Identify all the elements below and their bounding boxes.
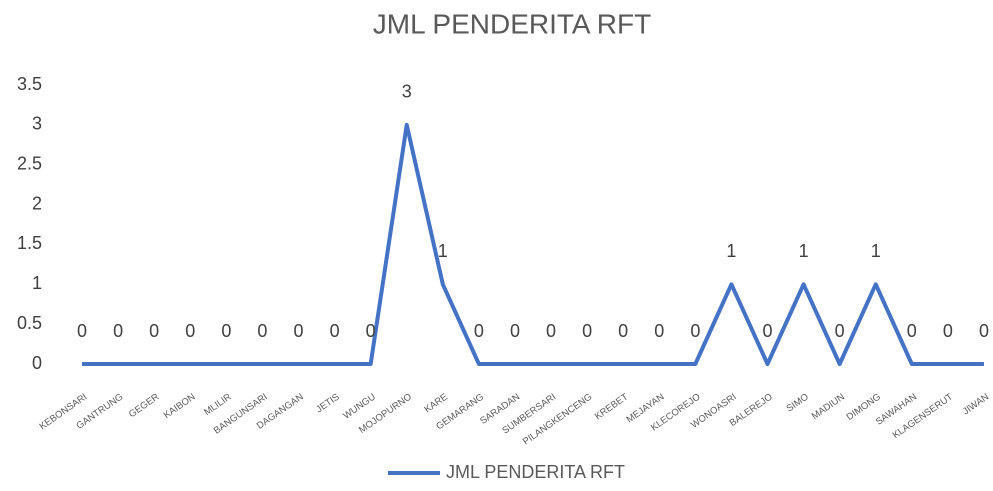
data-line bbox=[82, 122, 984, 366]
data-label: 0 bbox=[907, 321, 917, 341]
x-tick-label: SIMO bbox=[785, 392, 811, 415]
data-label: 0 bbox=[546, 321, 556, 341]
y-tick-label: 2 bbox=[32, 193, 42, 213]
data-label: 1 bbox=[438, 241, 448, 261]
x-tick-label: MLILIR bbox=[202, 391, 234, 418]
data-label: 0 bbox=[690, 321, 700, 341]
data-label: 0 bbox=[293, 321, 303, 341]
data-label: 0 bbox=[582, 321, 592, 341]
data-label: 0 bbox=[257, 321, 267, 341]
data-label: 0 bbox=[654, 321, 664, 341]
data-label: 0 bbox=[77, 321, 87, 341]
data-label: 1 bbox=[871, 241, 881, 261]
data-label: 0 bbox=[221, 321, 231, 341]
x-tick-label: MADIUN bbox=[810, 391, 847, 422]
x-tick-label: JETIS bbox=[314, 392, 342, 416]
data-label: 0 bbox=[835, 321, 845, 341]
data-label: 0 bbox=[762, 321, 772, 341]
data-label: 1 bbox=[726, 241, 736, 261]
y-tick-label: 3.5 bbox=[17, 74, 42, 94]
data-label: 0 bbox=[979, 321, 989, 341]
y-tick-label: 0.5 bbox=[17, 313, 42, 333]
legend-label: JML PENDERITA RFT bbox=[446, 462, 625, 482]
data-label: 0 bbox=[330, 321, 340, 341]
x-tick-label: KLAGENSERUT bbox=[891, 391, 955, 441]
data-label: 1 bbox=[799, 241, 809, 261]
x-tick-label: KARE bbox=[422, 392, 450, 416]
data-label: 0 bbox=[113, 321, 123, 341]
data-label: 0 bbox=[149, 321, 159, 341]
data-label: 0 bbox=[185, 321, 195, 341]
y-tick-label: 2.5 bbox=[17, 153, 42, 173]
y-tick-label: 0 bbox=[32, 353, 42, 373]
data-label: 0 bbox=[510, 321, 520, 341]
chart-title: JML PENDERITA RFT bbox=[373, 8, 651, 39]
x-tick-label: JIWAN bbox=[961, 391, 991, 417]
data-label: 3 bbox=[402, 82, 412, 102]
y-tick-label: 3 bbox=[32, 114, 42, 134]
data-label: 0 bbox=[943, 321, 953, 341]
data-label: 0 bbox=[366, 321, 376, 341]
x-tick-label: KAIBON bbox=[162, 391, 198, 421]
y-tick-label: 1 bbox=[32, 273, 42, 293]
y-tick-label: 1.5 bbox=[17, 233, 42, 253]
data-label: 0 bbox=[474, 321, 484, 341]
data-label: 0 bbox=[618, 321, 628, 341]
x-tick-label: GEGER bbox=[127, 391, 162, 420]
